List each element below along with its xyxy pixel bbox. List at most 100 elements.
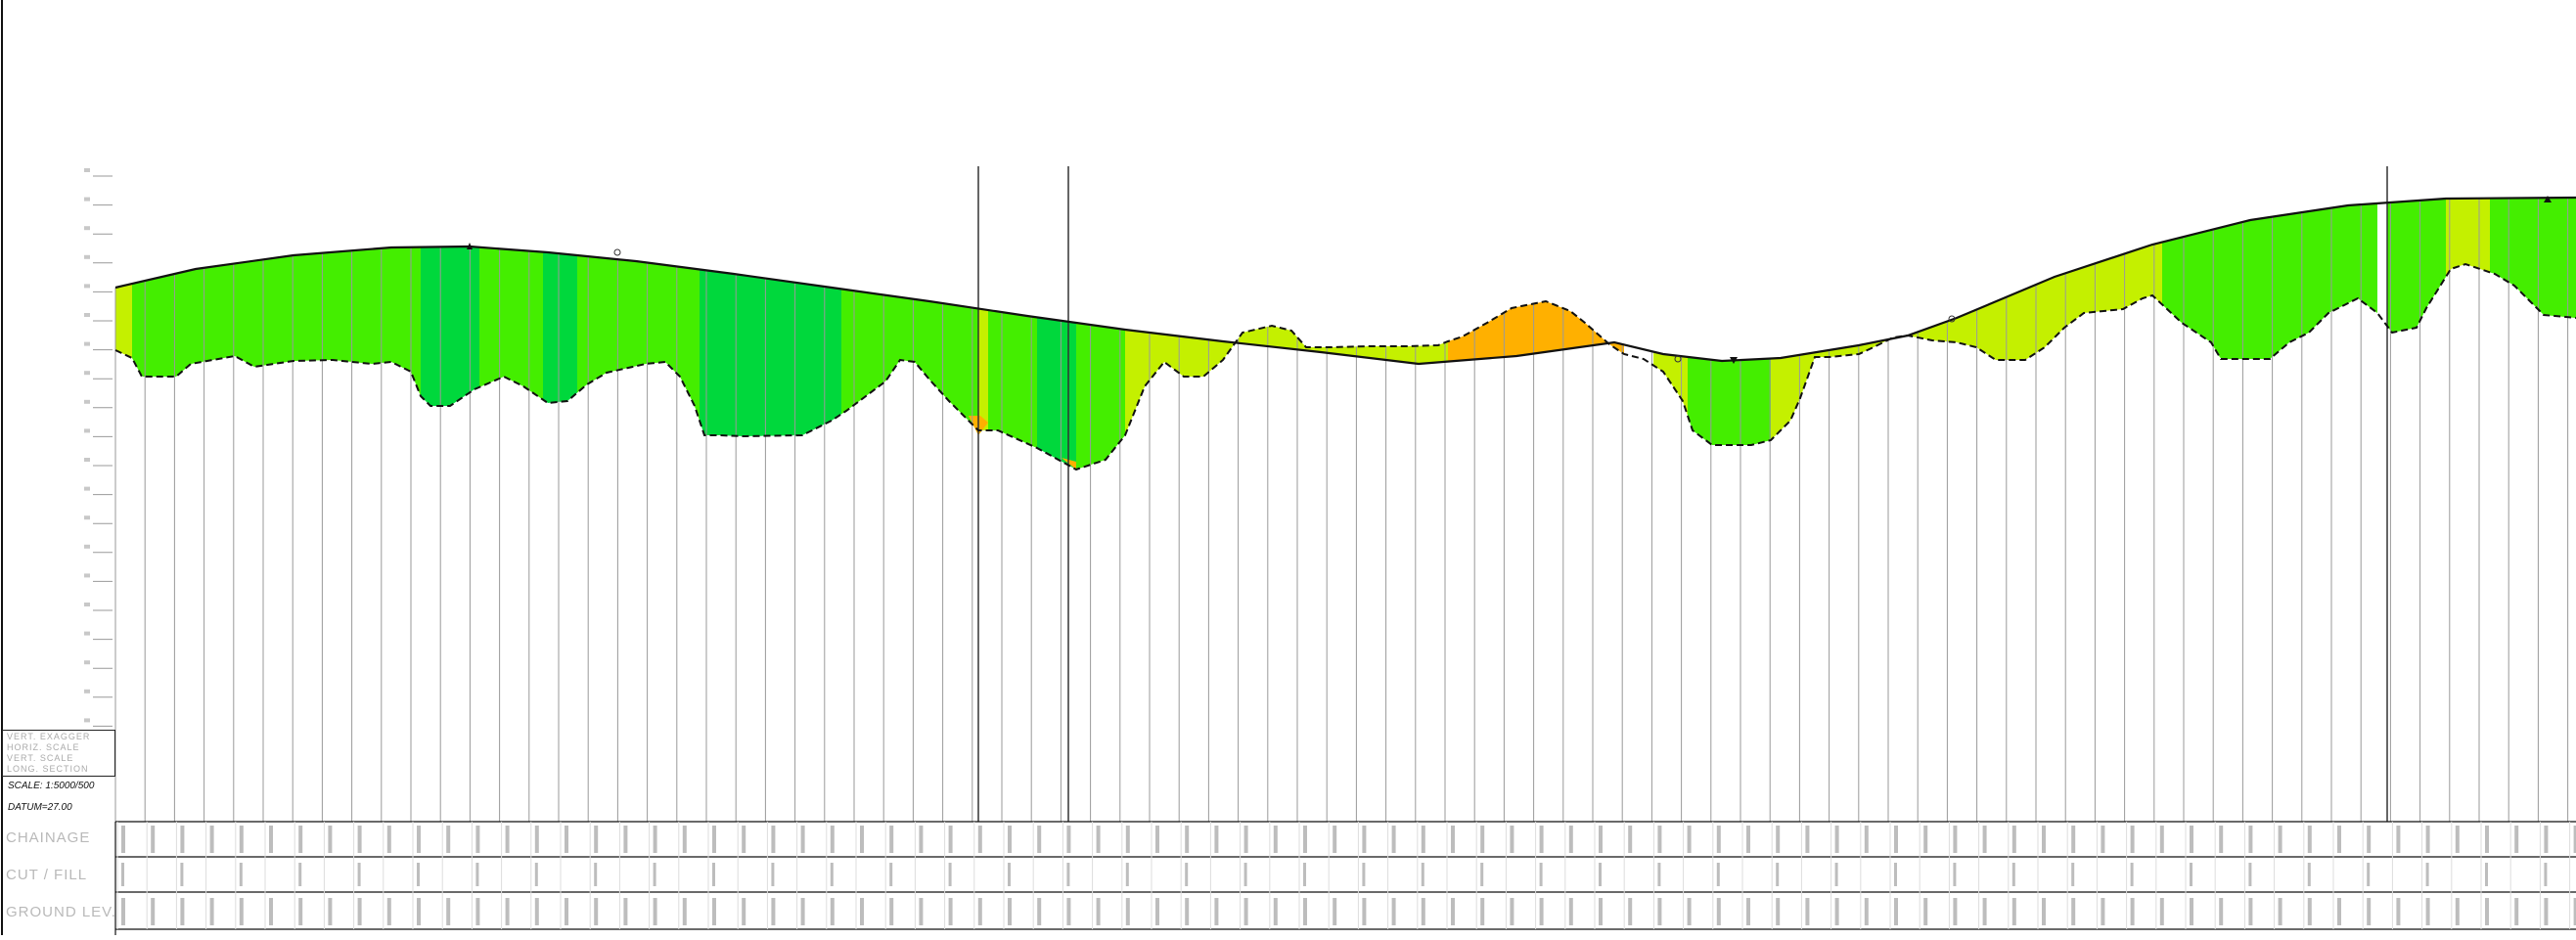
chainage-cell-text bbox=[2396, 826, 2401, 853]
chainage-cell-text bbox=[2573, 826, 2576, 853]
cut-fill-cell-text bbox=[1421, 863, 1424, 886]
ground-level-cell-text bbox=[1776, 898, 1781, 925]
ground-level-cell-text bbox=[977, 898, 982, 925]
chainage-cell-text bbox=[1599, 826, 1603, 853]
control-point-marker bbox=[1674, 355, 1682, 363]
chainage-cell-text bbox=[1125, 826, 1130, 853]
ground-level-cell-text bbox=[2455, 898, 2460, 925]
cut-fill-cell-text bbox=[2307, 863, 2311, 886]
ground-level-cell-text bbox=[1243, 898, 1248, 925]
cut-fill-cell-text bbox=[830, 863, 834, 886]
cut-fill-cell-text bbox=[948, 863, 952, 886]
ground-level-cell-text bbox=[2573, 898, 2576, 925]
ground-level-cell-text bbox=[1421, 898, 1425, 925]
ground-level-cell-text bbox=[1864, 898, 1869, 925]
cut-fill-cell-text bbox=[1303, 863, 1306, 886]
chainage-cell-text bbox=[1451, 826, 1455, 853]
chainage-cell-text bbox=[1066, 826, 1071, 853]
legend-line: VERT. EXAGGER bbox=[7, 732, 91, 741]
cut-zone bbox=[841, 289, 978, 430]
cut-fill-cell-text bbox=[2367, 863, 2371, 886]
cut-zone bbox=[1878, 242, 2162, 360]
ground-level-cell-text bbox=[1362, 898, 1367, 925]
ground-level-cell-text bbox=[2011, 898, 2016, 925]
ground-level-cell-text bbox=[357, 898, 362, 925]
control-point-marker bbox=[613, 248, 621, 256]
chainage-cell-text bbox=[1273, 826, 1278, 853]
ground-level-cell-text bbox=[1657, 898, 1662, 925]
ground-level-cell-text bbox=[565, 898, 568, 925]
ground-level-cell-text bbox=[948, 898, 953, 925]
chainage-cell-text bbox=[712, 826, 716, 853]
cut-zone bbox=[132, 246, 421, 396]
ground-level-cell-text bbox=[2396, 898, 2401, 925]
scale-label: SCALE: 1:5000/500 bbox=[8, 781, 95, 791]
legend-line: VERT. SCALE bbox=[7, 753, 74, 763]
chainage-cell-text bbox=[1687, 826, 1692, 853]
cut-fill-cell-text bbox=[1599, 863, 1602, 886]
cut-fill-row-label: CUT / FILL bbox=[6, 867, 88, 883]
ground-level-cell-text bbox=[830, 898, 835, 925]
fill-zone bbox=[1448, 311, 1507, 362]
cut-zone bbox=[2162, 216, 2275, 359]
chainage-cell-text bbox=[328, 826, 333, 853]
ground-level-cell-text bbox=[1066, 898, 1071, 925]
chainage-cell-text bbox=[2337, 826, 2341, 853]
ground-level-cell-text bbox=[1599, 898, 1603, 925]
cut-fill-cell-text bbox=[2130, 863, 2134, 886]
ground-level-cell-text bbox=[1273, 898, 1278, 925]
chainage-cell-text bbox=[1776, 826, 1781, 853]
cut-zone bbox=[700, 269, 841, 436]
cut-zone bbox=[1771, 341, 1878, 440]
ground-level-cell-text bbox=[2514, 898, 2519, 925]
chainage-cell-text bbox=[2190, 826, 2193, 853]
ground-level-cell-text bbox=[2278, 898, 2282, 925]
chainage-cell-text bbox=[1510, 826, 1514, 853]
ground-level-cell-text bbox=[919, 898, 924, 925]
ground-level-cell-text bbox=[2190, 898, 2193, 925]
ground-level-cell-text bbox=[1628, 898, 1633, 925]
chainage-cell-text bbox=[534, 826, 539, 853]
cut-fill-cell-text bbox=[1894, 863, 1897, 886]
cut-fill-cell-text bbox=[1657, 863, 1661, 886]
chainage-cell-text bbox=[889, 826, 894, 853]
chainage-cell-text bbox=[1982, 826, 1987, 853]
cut-fill-cell-text bbox=[180, 863, 184, 886]
chainage-cell-text bbox=[682, 826, 687, 853]
cut-zone bbox=[1688, 356, 1771, 445]
cut-fill-cell-text bbox=[475, 863, 479, 886]
chainage-cell-text bbox=[1923, 826, 1928, 853]
cut-fill-cell-text bbox=[1008, 863, 1011, 886]
ground-level-cell-text bbox=[771, 898, 776, 925]
ground-level-cell-text bbox=[653, 898, 657, 925]
chainage-cell-text bbox=[1037, 826, 1042, 853]
cut-fill-cell-text bbox=[1834, 863, 1838, 886]
ground-level-cell-text bbox=[1480, 898, 1485, 925]
ground-level-row-label: GROUND LEV. bbox=[6, 904, 116, 920]
ground-level-cell-text bbox=[180, 898, 185, 925]
ground-level-cell-text bbox=[1894, 898, 1898, 925]
design-road-line bbox=[114, 196, 2576, 366]
cut-fill-cell-text bbox=[1066, 863, 1070, 886]
ground-level-cell-text bbox=[269, 898, 273, 925]
ground-level-cell-text bbox=[594, 898, 599, 925]
chainage-cell-text bbox=[2219, 826, 2224, 853]
chainage-cell-text bbox=[1746, 826, 1750, 853]
chainage-cell-text bbox=[1421, 826, 1425, 853]
cut-fill-cell-text bbox=[239, 863, 243, 886]
chainage-cell-text bbox=[1185, 826, 1190, 853]
ground-level-cell-text bbox=[2425, 898, 2430, 925]
cut-zone bbox=[577, 255, 700, 421]
cut-fill-cell-text bbox=[2248, 863, 2252, 886]
chainage-cell-text bbox=[475, 826, 480, 853]
control-point-marker bbox=[1948, 315, 1956, 323]
chainage-cell-text bbox=[742, 826, 746, 853]
chainage-cell-text bbox=[505, 826, 510, 853]
fill-zone bbox=[1507, 301, 1624, 357]
ground-level-cell-text bbox=[1333, 898, 1337, 925]
cut-fill-cell-text bbox=[534, 863, 538, 886]
cut-fill-cell-text bbox=[1716, 863, 1720, 886]
ground-level-cell-text bbox=[682, 898, 687, 925]
chainage-cell-text bbox=[1096, 826, 1101, 853]
